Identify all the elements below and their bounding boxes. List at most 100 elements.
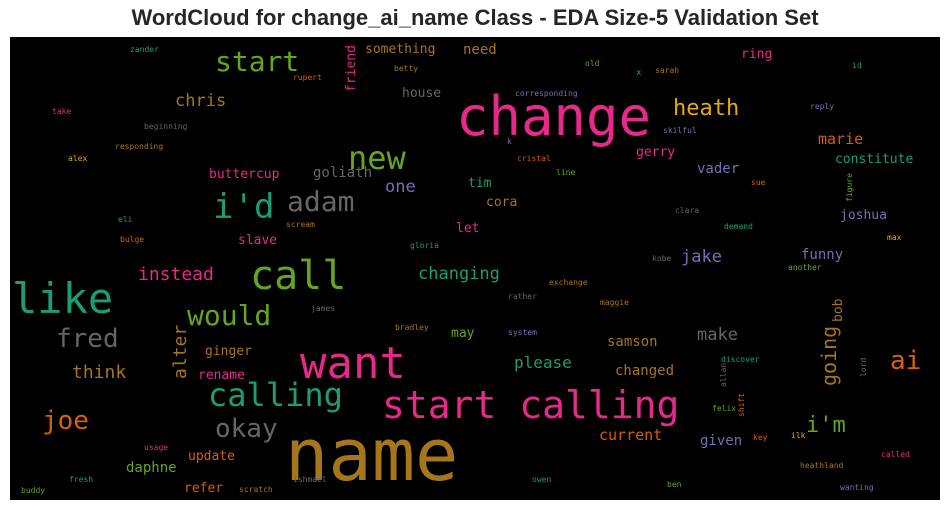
word-id: id — [852, 61, 862, 70]
word-buttercup: buttercup — [209, 167, 280, 182]
word-cora: cora — [486, 195, 517, 210]
word-gerry: gerry — [636, 145, 675, 160]
word-start: start — [215, 45, 299, 78]
word-felix: felix — [712, 404, 736, 413]
word-slave: slave — [238, 233, 277, 248]
word-ishmael: ishmael — [293, 475, 327, 484]
word-changing: changing — [418, 264, 500, 284]
word-old: old — [585, 59, 600, 68]
word-bradley: bradley — [395, 323, 429, 332]
word-fred: fred — [56, 324, 119, 354]
word-line: line — [556, 168, 575, 177]
word-samson: samson — [607, 334, 658, 350]
word-start-calling: start calling — [382, 383, 679, 427]
word-okay: okay — [215, 414, 278, 444]
word-funny: funny — [801, 247, 843, 263]
word-fresh: fresh — [69, 475, 93, 484]
word-current: current — [599, 426, 662, 444]
word-rather: rather — [508, 292, 537, 301]
word-please: please — [514, 353, 572, 372]
word-want: want — [300, 338, 406, 389]
word-given: given — [700, 433, 742, 449]
word-bob: bob — [831, 298, 846, 322]
word-exchange: exchange — [549, 278, 588, 287]
word-reply: reply — [810, 102, 834, 111]
word-wanting: wanting — [840, 483, 874, 492]
word-alex: alex — [68, 154, 87, 163]
word-lord: lord — [859, 358, 868, 377]
word-shift: shift — [737, 393, 746, 417]
word-joe: joe — [42, 406, 89, 436]
word-take: take — [52, 107, 71, 116]
word-rename: rename — [198, 368, 245, 383]
word-cristal: cristal — [517, 154, 551, 163]
word-joshua: joshua — [840, 208, 887, 223]
word-i-m: i'm — [806, 413, 846, 438]
word-let: let — [456, 221, 479, 236]
word-ben: ben — [667, 480, 682, 489]
word-beginning: beginning — [144, 122, 188, 131]
word-friend: friend — [344, 45, 359, 92]
word-betty: betty — [394, 64, 418, 73]
word-called: called — [881, 450, 910, 459]
word-house: house — [402, 86, 441, 101]
word-tim: tim — [468, 176, 492, 191]
word-heath: heath — [673, 96, 739, 121]
word-daphne: daphne — [126, 460, 177, 476]
word-discover: discover — [721, 355, 760, 364]
word-think: think — [72, 362, 126, 383]
word-scream: scream — [286, 220, 315, 229]
word-call: call — [250, 253, 346, 299]
word-zander: zander — [130, 45, 159, 54]
word-clara: clara — [675, 206, 699, 215]
word-k: k — [507, 137, 512, 146]
word-owen: owen — [532, 475, 551, 484]
word-need: need — [463, 42, 497, 58]
word-changed: changed — [615, 363, 674, 379]
word-i-d: i'd — [213, 187, 274, 227]
word-figure: figure — [845, 173, 854, 202]
word-sue: sue — [751, 178, 766, 187]
word-system: system — [508, 328, 537, 337]
word-allan: allan — [719, 363, 728, 387]
word-eli: eli — [118, 215, 133, 224]
word-usage: usage — [144, 443, 168, 452]
word-buddy: buddy — [21, 486, 45, 495]
chart-title: WordCloud for change_ai_name Class - EDA… — [131, 5, 819, 30]
word-like: like — [12, 274, 113, 323]
word-james: james — [311, 304, 335, 313]
word-constitute: constitute — [835, 152, 913, 167]
word-heathland: heathland — [800, 461, 844, 470]
word-demand: demand — [724, 222, 753, 231]
word-rupert: rupert — [293, 73, 322, 82]
word-another: another — [788, 263, 822, 272]
word-ginger: ginger — [205, 344, 252, 359]
word-sarah: sarah — [655, 66, 679, 75]
word-refer: refer — [184, 481, 223, 496]
word-may: may — [451, 326, 475, 341]
word-ai: ai — [890, 346, 921, 376]
wordcloud-canvas: name change want start calling like call i'd ne… — [10, 37, 940, 500]
word-going: going — [817, 326, 841, 386]
word-goliath: goliath — [313, 165, 372, 181]
word-bulge: bulge — [120, 235, 144, 244]
word-make: make — [697, 325, 738, 345]
word-maggie: maggie — [600, 298, 629, 307]
word-new: new — [348, 139, 407, 177]
word-chris: chris — [175, 91, 226, 111]
word-would: would — [187, 299, 271, 332]
word-max: max — [887, 233, 902, 242]
word-x: x — [636, 68, 642, 78]
word-adam: adam — [287, 185, 354, 218]
word-vader: vader — [697, 161, 739, 177]
word-update: update — [188, 449, 235, 464]
word-ilk: ilk — [791, 431, 806, 440]
word-kobe: kobe — [652, 254, 671, 263]
word-name: name — [285, 413, 458, 497]
word-scratch: scratch — [239, 485, 273, 494]
word-calling: calling — [208, 376, 343, 414]
word-marie: marie — [818, 130, 863, 148]
word-gloria: gloria — [410, 241, 439, 250]
word-instead: instead — [138, 264, 214, 285]
